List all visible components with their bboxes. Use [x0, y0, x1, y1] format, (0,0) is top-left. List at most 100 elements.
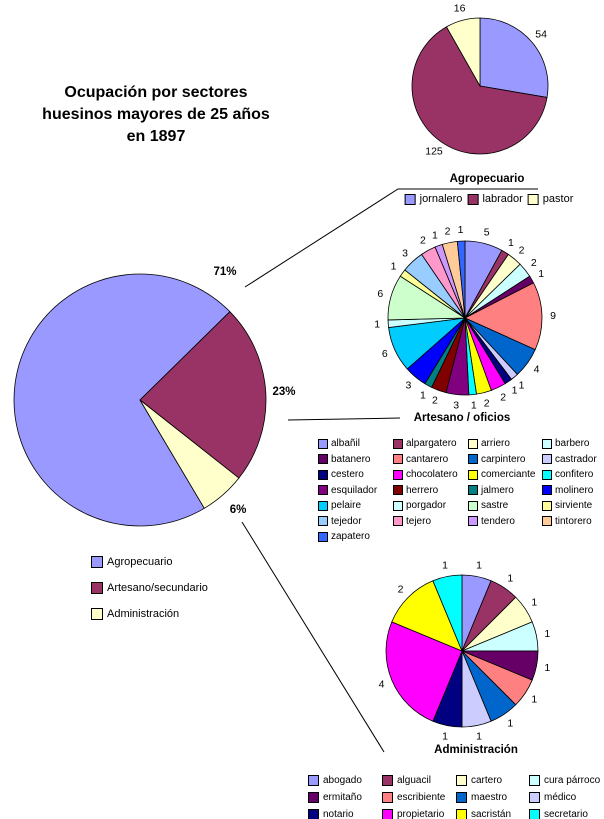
legend-key-swatch	[542, 438, 552, 449]
legend-key-swatch	[318, 485, 328, 496]
legend-key-swatch	[456, 809, 467, 819]
legend-item-esquilador: esquilador	[318, 485, 393, 496]
legend-label: arriero	[481, 438, 510, 450]
legend-label: médico	[544, 792, 577, 803]
slice-value-label-esquilador: 3	[453, 400, 459, 412]
legend-item-propietario: propietario	[382, 809, 456, 819]
legend-label: castrador	[555, 453, 597, 465]
legend-item-batanero: batanero	[318, 454, 393, 465]
legend-label: jalmero	[481, 484, 514, 496]
legend-label: Artesano/secundario	[107, 582, 208, 594]
slice-value-label-alguacil: 1	[507, 573, 513, 585]
callout-line-administracion	[241, 521, 385, 753]
legend-item-arriero: arriero	[468, 438, 542, 449]
pie-slice-sacristán	[391, 580, 463, 652]
legend-label: cura párroco	[544, 775, 601, 786]
legend-item-comerciante: comerciante	[468, 469, 542, 480]
legend-key-swatch	[318, 454, 328, 465]
pie-slice-jornalero	[479, 17, 549, 98]
legend-key-swatch	[382, 775, 393, 786]
legend-item-sirviente: sirviente	[542, 500, 604, 511]
slice-value-label-tintorero: 2	[445, 226, 451, 238]
pie-slice-Artesano/secundario	[139, 311, 267, 479]
legend-label: alpargatero	[406, 438, 457, 450]
legend-item-secretario: secretario	[529, 809, 602, 819]
legend-key-swatch	[308, 775, 319, 786]
slice-value-label-sacristán: 2	[398, 584, 404, 596]
legend-item-barbero: barbero	[542, 438, 604, 449]
legend-key-swatch	[529, 809, 540, 819]
legend-item-Artesano/secundario: Artesano/secundario	[91, 582, 208, 594]
legend-label: sirviente	[555, 500, 593, 512]
slice-value-label-escribiente: 1	[531, 693, 537, 705]
slice-value-label-herrero: 2	[432, 395, 438, 407]
legend-key-swatch	[467, 193, 479, 205]
slice-value-label-tejero: 2	[420, 235, 426, 247]
slice-value-label-arriero: 2	[519, 245, 525, 257]
legend-key-swatch	[468, 516, 478, 527]
slice-value-label-albañil: 5	[484, 227, 490, 239]
legend-item-cartero: cartero	[456, 775, 529, 786]
subchart-title-agropecuario: Agropecuario	[449, 173, 525, 185]
legend-key-swatch	[529, 792, 540, 803]
legend-label: cantarero	[406, 453, 449, 465]
page-title: Ocupación por sectores huesinos mayores …	[10, 82, 302, 148]
legend-key-swatch	[468, 469, 478, 480]
legend-item-cestero: cestero	[318, 469, 393, 480]
pie-slice-propietario	[385, 621, 463, 722]
legend-label: jornalero	[419, 193, 463, 205]
legend-label: pastor	[542, 193, 574, 205]
legend-label: molinero	[555, 484, 594, 496]
legend-item-tejero: tejero	[393, 516, 468, 527]
slice-value-label-molinero: 3	[405, 379, 411, 391]
legend-label: tejero	[406, 515, 432, 527]
slice-value-label-cantarero: 9	[550, 310, 556, 322]
slice-value-label-cartero: 1	[531, 597, 537, 609]
legend-key-swatch	[456, 792, 467, 803]
legend-key-swatch	[468, 485, 478, 496]
legend-key-swatch	[542, 516, 552, 527]
slice-value-label-jalmero: 1	[420, 389, 426, 401]
slice-value-label-batanero: 1	[538, 268, 544, 280]
slice-value-label-notario: 1	[442, 730, 448, 742]
slice-value-label-cura párroco: 1	[544, 628, 550, 640]
slice-value-label-pastor: 16	[454, 3, 466, 15]
subchart-title-artesano: Artesano / oficios	[413, 412, 511, 424]
slice-value-label-ermitaño: 1	[544, 662, 550, 674]
legend-key-swatch	[318, 469, 328, 480]
legend-label: Agropecuario	[107, 556, 173, 568]
legend-item-Administración: Administración	[91, 608, 208, 620]
legend-key-swatch	[468, 454, 478, 465]
legend-main-pie: Agropecuario Artesano/secundario Administr…	[91, 556, 208, 620]
legend-item-chocolatero: chocolatero	[393, 469, 468, 480]
legend-label: alguacil	[397, 775, 431, 786]
legend-key-swatch	[456, 775, 467, 786]
slice-value-label-abogado: 1	[476, 560, 482, 572]
legend-item-sastre: sastre	[468, 500, 542, 511]
legend-key-swatch	[91, 608, 103, 620]
pie-slice-zapatero	[456, 240, 466, 319]
legend-label: propietario	[397, 809, 445, 819]
legend-key-swatch	[393, 438, 403, 449]
pie-slice-pastor	[445, 17, 481, 88]
subchart-title-administracion: Administración	[434, 744, 518, 756]
slice-value-label-secretario: 1	[442, 560, 448, 572]
legend-label: tintorero	[555, 515, 592, 527]
legend-key-swatch	[542, 469, 552, 480]
main-pie-percent-agropecuario: 71%	[213, 266, 237, 278]
main-pie-percent-administracion: 6%	[229, 504, 247, 516]
slice-value-label-sastre: 6	[377, 288, 383, 300]
legend-key-swatch	[393, 500, 403, 511]
pie-slice-Administración	[139, 399, 240, 509]
legend-key-swatch	[318, 531, 328, 542]
legend-item-Agropecuario: Agropecuario	[91, 556, 208, 568]
legend-label: abogado	[323, 775, 362, 786]
pie-slice-Agropecuario	[13, 273, 231, 527]
legend-label: secretario	[544, 809, 588, 819]
slice-value-label-tejedor: 3	[402, 248, 408, 260]
legend-key-swatch	[529, 775, 540, 786]
legend-item-labrador: labrador	[467, 193, 523, 205]
legend-item-carpintero: carpintero	[468, 454, 542, 465]
legend-label: sastre	[481, 500, 509, 512]
